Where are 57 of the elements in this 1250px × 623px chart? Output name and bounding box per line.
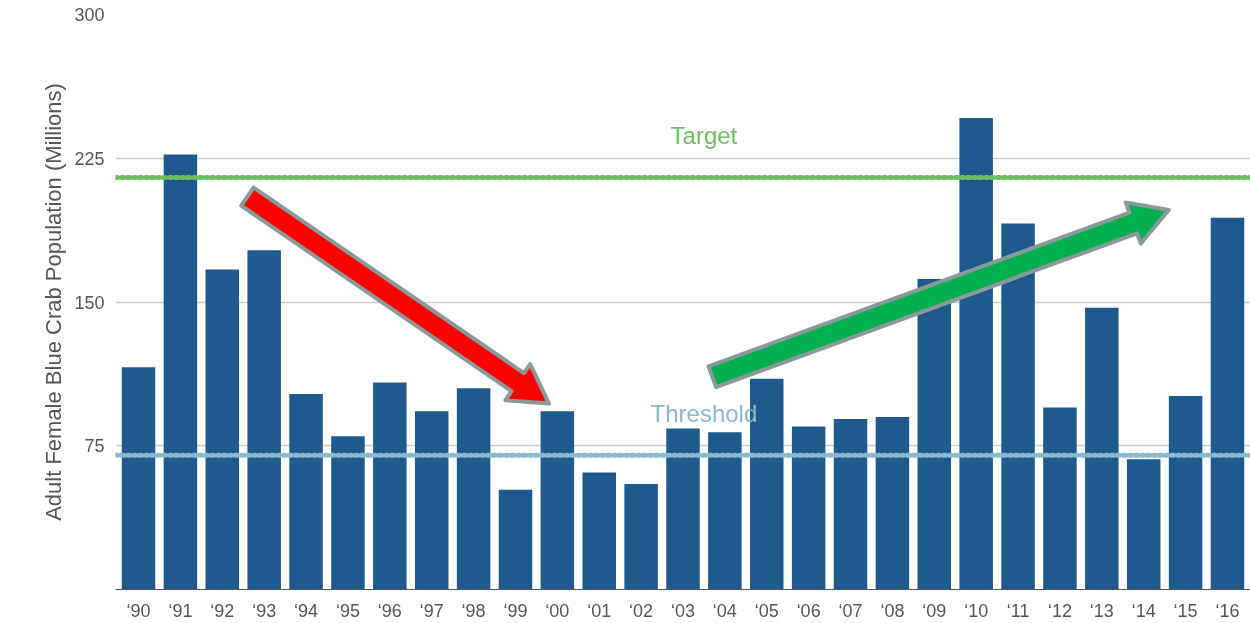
bar	[1210, 217, 1245, 590]
x-tick-label: ‘91	[168, 600, 193, 621]
bar	[791, 426, 826, 590]
bar	[875, 417, 910, 590]
bar	[1168, 395, 1203, 590]
x-tick-label: ‘10	[964, 600, 989, 621]
bar	[1126, 459, 1161, 590]
x-tick-label: ‘12	[1047, 600, 1072, 621]
bar	[289, 394, 323, 590]
y-tick-label: 75	[84, 436, 105, 457]
x-tick-label: ‘04	[712, 600, 737, 621]
x-tick-label: ‘11	[1006, 600, 1030, 621]
bar	[666, 428, 700, 590]
x-tick-label: ‘00	[545, 600, 570, 621]
bar	[121, 367, 156, 590]
x-tick-label: ‘99	[503, 600, 528, 621]
x-tick-label: ‘07	[838, 600, 863, 621]
bar	[414, 411, 449, 590]
bar	[163, 154, 198, 590]
bar	[708, 432, 742, 590]
bar	[205, 269, 240, 590]
y-tick-label: 300	[74, 5, 105, 25]
bar	[582, 472, 616, 590]
x-tick-label: ‘09	[922, 600, 947, 621]
bar	[833, 418, 868, 590]
x-tick-label: ‘03	[670, 600, 696, 621]
y-axis-title: Adult Female Blue Crab Population (Millions)	[41, 83, 67, 521]
bar	[1043, 407, 1077, 590]
bar	[540, 411, 575, 590]
x-tick-label: ‘94	[294, 600, 319, 621]
x-tick-label: ‘01	[587, 600, 612, 621]
bar	[498, 489, 533, 590]
bar	[1085, 307, 1119, 590]
y-tick-label: 150	[74, 292, 105, 313]
x-tick-label: ‘96	[377, 600, 402, 621]
x-tick-label: ‘13	[1089, 600, 1114, 621]
x-tick-label: ‘93	[252, 600, 277, 621]
bar	[959, 118, 993, 590]
x-tick-label: ‘92	[210, 600, 235, 621]
x-tick-label: ‘05	[754, 600, 779, 621]
x-tick-label: ‘98	[461, 600, 486, 621]
x-tick-label: ‘16	[1215, 600, 1240, 621]
x-tick-label: ‘08	[880, 600, 905, 621]
x-tick-label: ‘14	[1131, 600, 1156, 621]
x-tick-label: ‘97	[419, 600, 444, 621]
x-tick-label: ‘06	[796, 600, 821, 621]
x-tick-label: ‘95	[335, 600, 360, 621]
bar	[373, 382, 407, 590]
x-tick-label: ‘15	[1173, 600, 1198, 621]
bar	[456, 388, 491, 590]
y-tick-label: 225	[74, 148, 105, 169]
x-tick-label: ‘02	[629, 600, 654, 621]
x-tick-label: ‘90	[126, 600, 151, 621]
bar	[624, 484, 658, 590]
bar	[247, 250, 281, 590]
bar	[331, 436, 365, 590]
ref-line-label: Target	[670, 122, 738, 150]
